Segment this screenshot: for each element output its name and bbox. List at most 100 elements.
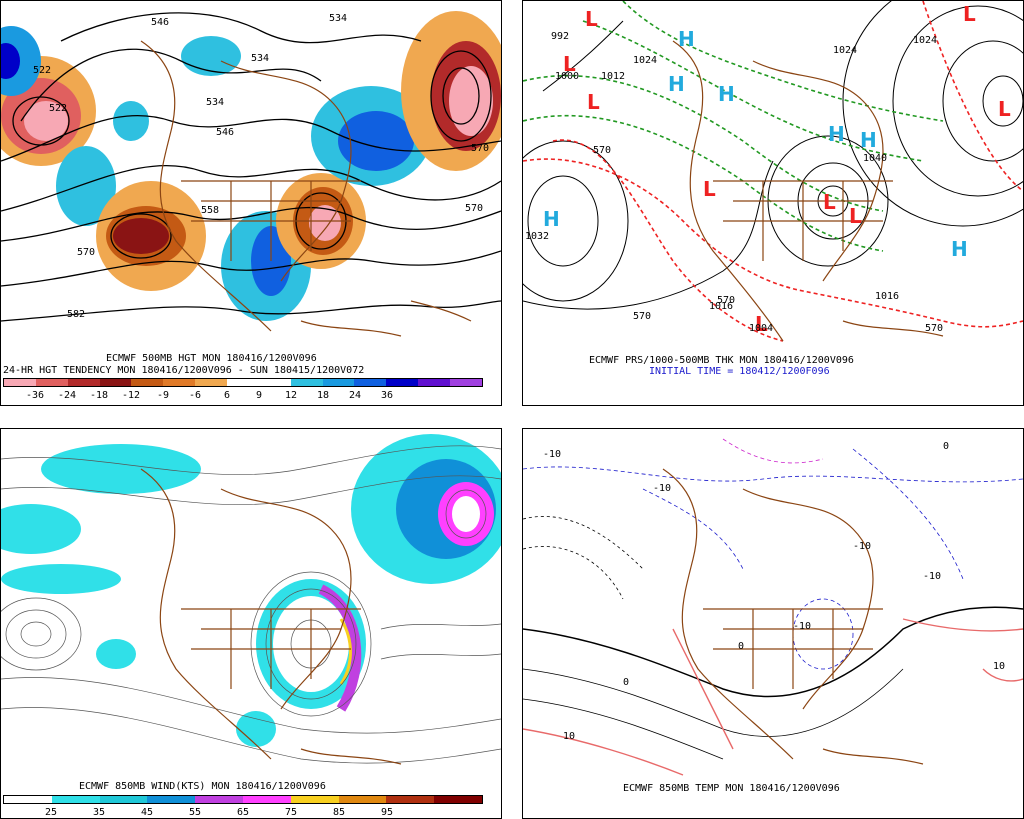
- svg-text:1012: 1012: [601, 71, 625, 82]
- svg-text:10: 10: [993, 661, 1005, 672]
- tendency-swatch: [99, 379, 132, 386]
- svg-text:0: 0: [738, 641, 744, 652]
- svg-text:558: 558: [201, 205, 219, 216]
- pressure-centers: H H H H H H H L L L L L L L L L: [543, 2, 1011, 336]
- svg-text:546: 546: [216, 127, 234, 138]
- svg-text:570: 570: [925, 323, 943, 334]
- svg-text:-10: -10: [543, 449, 561, 460]
- svg-text:H: H: [678, 27, 695, 51]
- temperature-labels: -10 -10 -10 -10 -10 0 0 0 10 10: [543, 441, 1005, 742]
- svg-text:570: 570: [593, 145, 611, 156]
- svg-text:570: 570: [465, 203, 483, 214]
- panel-500mb-height: 546 534 522 534 546 558 570 582 570 534 …: [0, 0, 502, 406]
- tendency-swatch: [4, 379, 36, 386]
- panel2-caption-line1: ECMWF PRS/1000-500MB THK MON 180416/1200…: [589, 355, 854, 366]
- svg-text:L: L: [755, 312, 768, 336]
- svg-text:1016: 1016: [709, 301, 733, 312]
- svg-text:570: 570: [471, 143, 489, 154]
- tendency-tick-label: 36: [380, 390, 394, 401]
- svg-text:-10: -10: [793, 621, 811, 632]
- svg-text:522: 522: [49, 103, 67, 114]
- thickness-contours: [523, 1, 1023, 342]
- svg-text:L: L: [703, 177, 716, 201]
- tendency-colorbar: [3, 378, 483, 387]
- panel2-caption-line2: INITIAL TIME = 180412/1200F096: [649, 366, 830, 377]
- wind-swatch: [195, 796, 243, 803]
- tendency-tick-label: -24: [57, 390, 77, 401]
- svg-text:H: H: [718, 82, 735, 106]
- panel1-caption-line2: 24-HR HGT TENDENCY MON 180416/1200V096 -…: [3, 365, 365, 376]
- wind-swatch: [386, 796, 435, 803]
- temperature-contours: [523, 438, 1023, 776]
- svg-text:L: L: [585, 7, 598, 31]
- wind-swatch: [147, 796, 196, 803]
- tendency-tick-label: -18: [89, 390, 109, 401]
- svg-text:582: 582: [67, 309, 85, 320]
- wind-swatch: [434, 796, 482, 803]
- tendency-swatch: [195, 379, 228, 386]
- svg-text:1032: 1032: [525, 231, 549, 242]
- contour-labels: 546 534 522 534 546 558 570 582 570 534 …: [33, 13, 489, 320]
- svg-text:1004: 1004: [749, 323, 773, 334]
- panel4-caption-line1: ECMWF 850MB TEMP MON 180416/1200V096: [623, 783, 840, 794]
- svg-text:534: 534: [329, 13, 347, 24]
- svg-text:1024: 1024: [913, 35, 937, 46]
- svg-text:H: H: [860, 128, 877, 152]
- wind-swatch: [51, 796, 100, 803]
- height-contours: [1, 12, 501, 322]
- wind-tick-label: 75: [284, 807, 298, 818]
- tendency-swatch: [131, 379, 164, 386]
- tendency-tick-label: 18: [316, 390, 330, 401]
- tendency-swatch: [322, 379, 355, 386]
- svg-text:H: H: [668, 72, 685, 96]
- svg-text:0: 0: [943, 441, 949, 452]
- svg-text:570: 570: [717, 295, 735, 306]
- coastlines: [140, 40, 472, 337]
- tendency-swatch: [450, 379, 482, 386]
- wind-swatch: [99, 796, 148, 803]
- svg-text:H: H: [828, 122, 845, 146]
- coastlines: [140, 468, 402, 765]
- tendency-tick-label: 9: [255, 390, 263, 401]
- svg-text:570: 570: [77, 247, 95, 258]
- coastlines: [672, 40, 944, 342]
- wind-tick-label: 65: [236, 807, 250, 818]
- svg-text:L: L: [849, 204, 862, 228]
- tendency-swatch: [227, 379, 259, 386]
- tendency-swatch: [258, 379, 291, 386]
- svg-text:1040: 1040: [863, 153, 887, 164]
- tendency-swatch: [290, 379, 323, 386]
- wind-tick-label: 25: [44, 807, 58, 818]
- svg-text:1016: 1016: [875, 291, 899, 302]
- svg-text:546: 546: [151, 17, 169, 28]
- svg-text:1000: 1000: [555, 71, 579, 82]
- tendency-swatch: [354, 379, 387, 386]
- svg-text:1024: 1024: [833, 45, 857, 56]
- coastlines: [662, 468, 924, 765]
- panel1-caption-line1: ECMWF 500MB HGT MON 180416/1200V096: [106, 353, 317, 364]
- map-850-temp: -10 -10 -10 -10 -10 0 0 0 10 10: [523, 429, 1023, 777]
- svg-text:L: L: [587, 90, 600, 114]
- wind-tick-label: 35: [92, 807, 106, 818]
- svg-text:L: L: [823, 190, 836, 214]
- svg-text:534: 534: [206, 97, 224, 108]
- svg-text:-10: -10: [653, 483, 671, 494]
- tendency-swatch: [386, 379, 419, 386]
- tendency-tick-label: 12: [284, 390, 298, 401]
- tendency-swatch: [163, 379, 196, 386]
- isobar-labels: 992 1000 1012 1024 1024 1040 1016 1016 1…: [525, 31, 943, 334]
- tendency-colorbar-ticks: -36 -24 -18 -12 -9 -6 6 9 12 18 24 36: [3, 390, 483, 402]
- wind-tick-label: 95: [380, 807, 394, 818]
- map-500mb: 546 534 522 534 546 558 570 582 570 534 …: [1, 1, 501, 349]
- tendency-swatch: [35, 379, 68, 386]
- svg-text:L: L: [963, 2, 976, 26]
- svg-text:1024: 1024: [633, 55, 657, 66]
- tendency-tick-label: -9: [156, 390, 170, 401]
- wind-swatch: [290, 796, 339, 803]
- svg-text:H: H: [543, 207, 560, 231]
- tendency-tick-label: -6: [188, 390, 202, 401]
- tendency-tick-label: -12: [121, 390, 141, 401]
- wind-colorbar: [3, 795, 483, 804]
- svg-text:992: 992: [551, 31, 569, 42]
- wind-swatch: [4, 796, 52, 803]
